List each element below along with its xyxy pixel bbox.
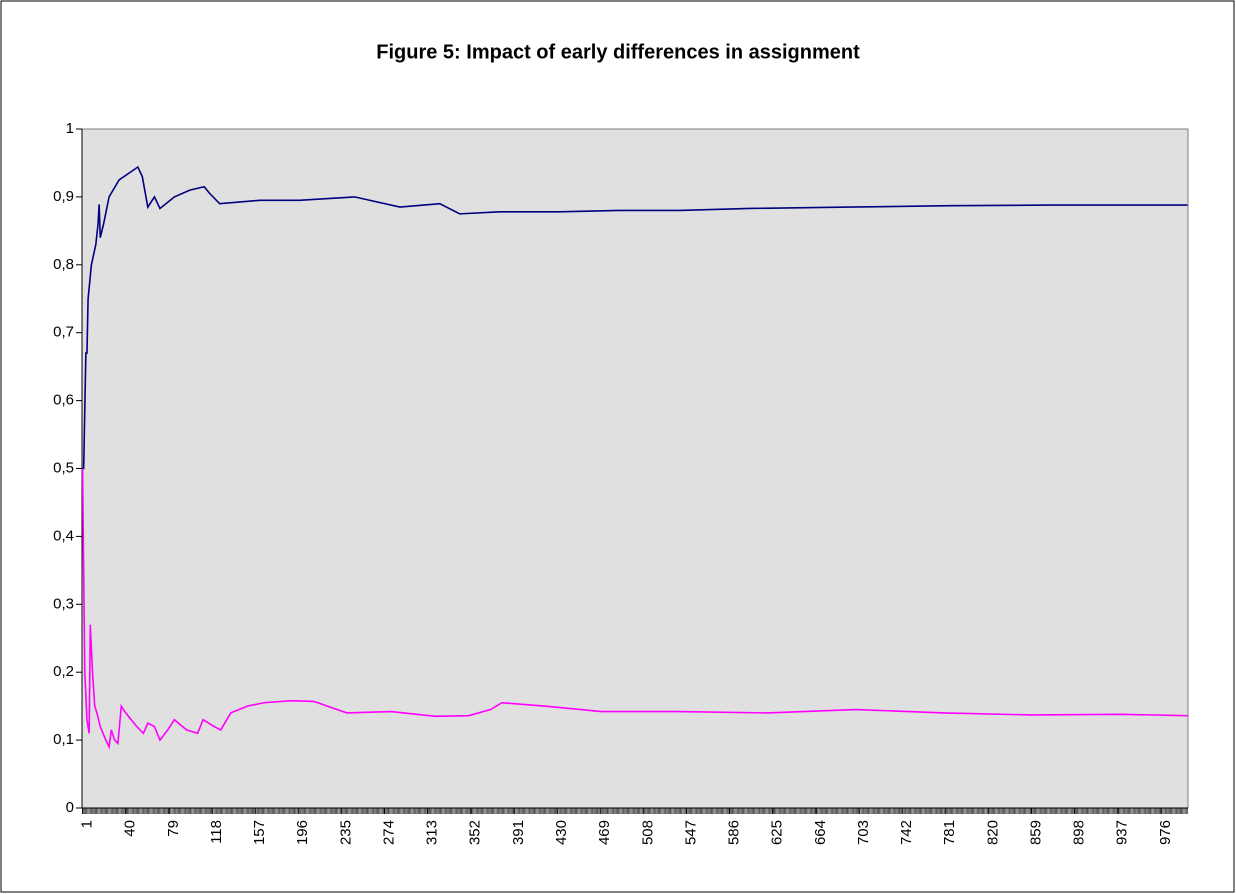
x-tick-label: 274 xyxy=(380,820,397,845)
y-tick-label: 0,2 xyxy=(53,663,74,680)
x-tick-label: 625 xyxy=(769,820,786,845)
x-tick-label: 781 xyxy=(941,820,958,845)
x-tick-label: 157 xyxy=(251,820,268,845)
x-tick-label: 703 xyxy=(855,820,872,845)
y-tick-label: 0,1 xyxy=(53,731,74,748)
x-tick-label: 79 xyxy=(165,820,182,837)
minor-ticks xyxy=(82,808,1188,814)
x-tick-label: 196 xyxy=(294,820,311,845)
y-tick-label: 0,4 xyxy=(53,527,74,544)
x-tick-label: 742 xyxy=(898,820,915,845)
x-tick-label: 586 xyxy=(726,820,743,845)
x-tick-label: 820 xyxy=(984,820,1001,845)
series-line xyxy=(81,468,1188,750)
x-tick-label: 40 xyxy=(122,820,139,837)
series-line xyxy=(82,165,1188,470)
x-tick-label: 313 xyxy=(424,820,441,845)
y-tick-label: 0,5 xyxy=(53,459,74,476)
x-tick-label: 118 xyxy=(208,820,225,844)
x-tick-label: 898 xyxy=(1071,820,1088,845)
x-tick-label: 508 xyxy=(639,820,656,845)
x-tick-label: 859 xyxy=(1027,820,1044,845)
y-tick-label: 0,6 xyxy=(53,392,74,409)
x-tick-label: 469 xyxy=(596,820,613,845)
plot-area xyxy=(81,128,1189,809)
x-tick-label: 391 xyxy=(510,820,527,845)
y-tick-label: 0,7 xyxy=(53,324,74,341)
chart-title: Figure 5: Impact of early differences in… xyxy=(376,41,860,63)
x-tick-label: 352 xyxy=(467,820,484,845)
x-tick-label: 430 xyxy=(553,820,570,845)
x-tick-label: 1 xyxy=(79,820,96,828)
y-tick-label: 0,3 xyxy=(53,595,74,612)
x-tick-label: 547 xyxy=(682,820,699,845)
x-tick-label: 976 xyxy=(1157,820,1174,845)
y-tick-label: 1 xyxy=(66,120,74,137)
y-tick-label: 0,9 xyxy=(53,188,74,205)
x-tick-label: 937 xyxy=(1114,820,1131,845)
y-tick-label: 0 xyxy=(66,799,74,816)
y-tick-label: 0,8 xyxy=(53,256,74,273)
x-tick-label: 235 xyxy=(337,820,354,845)
x-tick-label: 664 xyxy=(812,820,829,845)
